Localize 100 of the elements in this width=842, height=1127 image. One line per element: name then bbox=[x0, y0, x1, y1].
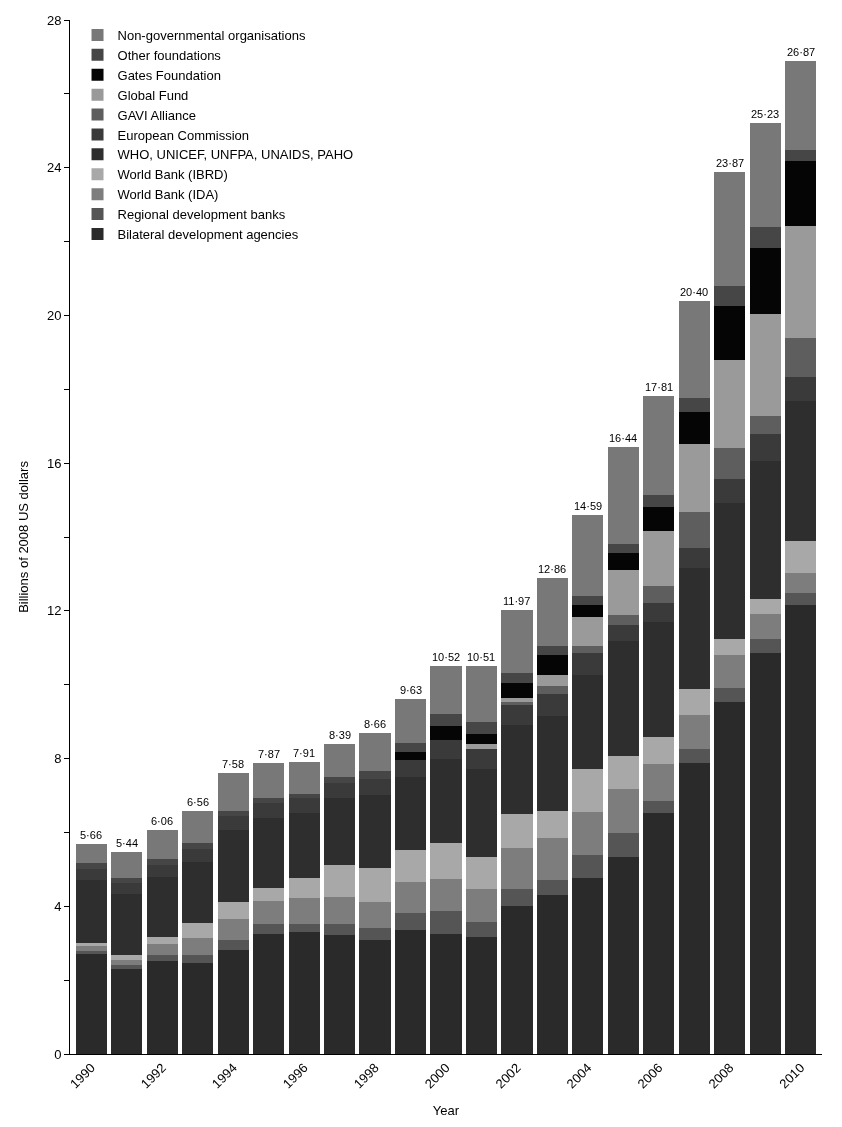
legend-label: Regional development banks bbox=[117, 207, 286, 223]
bar bbox=[111, 960, 143, 965]
bar bbox=[643, 395, 675, 495]
bar bbox=[572, 515, 604, 596]
bar bbox=[643, 813, 675, 1054]
bar bbox=[465, 721, 498, 734]
bar bbox=[253, 888, 285, 901]
total-label: 10·51 bbox=[467, 651, 496, 663]
bar bbox=[111, 965, 143, 970]
bar bbox=[394, 752, 427, 760]
bar bbox=[785, 61, 817, 150]
bar bbox=[714, 701, 746, 1054]
bar bbox=[430, 933, 462, 1054]
total-label: 9·63 bbox=[400, 684, 423, 696]
y-tick-label: 16 bbox=[46, 455, 62, 471]
bar bbox=[572, 595, 604, 606]
bar bbox=[607, 569, 639, 615]
bar bbox=[749, 415, 781, 435]
bar bbox=[288, 898, 320, 925]
bar bbox=[714, 688, 746, 702]
bar bbox=[253, 924, 285, 934]
bar bbox=[359, 927, 391, 940]
bar bbox=[146, 936, 178, 945]
bar bbox=[643, 531, 675, 586]
bar bbox=[678, 748, 710, 763]
y-tick-label: 28 bbox=[46, 12, 62, 28]
bar bbox=[217, 950, 249, 1054]
bar bbox=[643, 763, 675, 801]
bar bbox=[572, 645, 604, 654]
legend-label: Gates Foundation bbox=[117, 67, 221, 83]
total-label: 5·66 bbox=[80, 829, 103, 841]
legend-label: European Commission bbox=[117, 127, 250, 143]
total-label: 7·91 bbox=[293, 747, 316, 759]
bar bbox=[430, 665, 462, 715]
bar bbox=[430, 725, 462, 741]
bar bbox=[182, 938, 214, 956]
bar bbox=[288, 932, 320, 1054]
bar bbox=[359, 939, 391, 1054]
bar bbox=[785, 541, 817, 574]
y-tick-label: 24 bbox=[46, 160, 62, 176]
total-label: 7·87 bbox=[258, 748, 281, 760]
bar bbox=[678, 689, 710, 715]
legend-label: GAVI Alliance bbox=[117, 107, 197, 123]
bar bbox=[714, 655, 746, 689]
bar bbox=[572, 878, 604, 1054]
y-tick-label: 0 bbox=[54, 1046, 62, 1062]
bar bbox=[714, 306, 746, 360]
bar bbox=[749, 247, 781, 315]
legend-label: Bilateral development agencies bbox=[117, 227, 299, 243]
y-tick-label: 20 bbox=[46, 307, 62, 323]
bar bbox=[394, 698, 427, 744]
bar bbox=[607, 788, 639, 834]
bar bbox=[253, 900, 285, 925]
bar bbox=[465, 665, 498, 722]
bar bbox=[465, 733, 498, 745]
bar bbox=[111, 969, 143, 1054]
bar bbox=[217, 940, 249, 951]
total-label: 7·58 bbox=[222, 758, 245, 770]
bar bbox=[536, 685, 569, 695]
bar bbox=[678, 397, 710, 412]
bar bbox=[501, 813, 533, 849]
bar bbox=[501, 888, 533, 906]
bar bbox=[714, 172, 746, 287]
bar bbox=[75, 946, 107, 951]
bar bbox=[111, 852, 143, 878]
bar bbox=[111, 955, 143, 961]
bar bbox=[607, 446, 639, 544]
bar bbox=[536, 675, 569, 686]
bar bbox=[217, 918, 249, 941]
bar bbox=[785, 604, 817, 1054]
bar bbox=[75, 843, 107, 864]
bar bbox=[501, 610, 533, 673]
bar bbox=[501, 905, 533, 1054]
total-label: 17·81 bbox=[645, 381, 674, 393]
total-label: 12·86 bbox=[538, 563, 567, 575]
total-label: 14·59 bbox=[574, 500, 603, 512]
bar bbox=[643, 506, 675, 532]
total-label: 8·66 bbox=[364, 718, 387, 730]
bar bbox=[678, 762, 710, 1054]
bar bbox=[536, 655, 569, 676]
bar bbox=[359, 901, 391, 928]
total-label: 10·52 bbox=[432, 651, 461, 663]
bar bbox=[323, 864, 356, 898]
bar bbox=[430, 843, 462, 879]
bar bbox=[182, 955, 214, 963]
bar bbox=[678, 443, 710, 512]
bar bbox=[749, 599, 781, 615]
y-tick-label: 4 bbox=[54, 898, 62, 914]
bar bbox=[394, 743, 427, 753]
bar bbox=[785, 593, 817, 605]
bar bbox=[749, 652, 781, 1054]
bar bbox=[75, 950, 107, 954]
bar bbox=[643, 494, 675, 507]
bar bbox=[146, 829, 178, 860]
bar bbox=[749, 314, 781, 416]
x-axis-title: Year bbox=[432, 1102, 460, 1118]
bar bbox=[536, 880, 569, 895]
total-label: 6·56 bbox=[187, 796, 210, 808]
bar bbox=[714, 639, 746, 656]
bar bbox=[465, 936, 498, 1054]
